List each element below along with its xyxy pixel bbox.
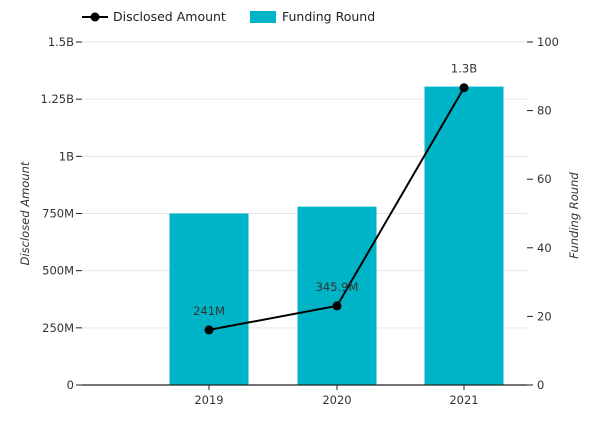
left-axis-title: Disclosed Amount xyxy=(18,161,32,265)
bar-series xyxy=(169,86,504,385)
right-tick-label: 100 xyxy=(537,35,559,49)
legend-label: Funding Round xyxy=(282,9,375,24)
line-point-2021 xyxy=(459,83,469,93)
right-tick-label: 40 xyxy=(537,241,552,255)
legend: Disclosed Amount Funding Round xyxy=(82,9,375,24)
data-label: 345.9M xyxy=(316,280,359,294)
right-tick-label: 60 xyxy=(537,172,552,186)
right-tick-label: 20 xyxy=(537,309,552,323)
bar-2021 xyxy=(424,86,504,385)
legend-swatch-icon xyxy=(250,11,276,23)
x-tick-label: 2021 xyxy=(449,393,478,407)
line-point-2020 xyxy=(332,301,342,311)
right-axis-title: Funding Round xyxy=(567,172,581,259)
x-tick-label: 2020 xyxy=(322,393,351,407)
line-series xyxy=(204,83,469,335)
data-labels: 241M 345.9M 1.3B xyxy=(193,62,477,318)
legend-label: Disclosed Amount xyxy=(113,9,226,24)
bar-2019 xyxy=(169,213,249,385)
right-tick-label: 80 xyxy=(537,104,552,118)
legend-marker-icon xyxy=(90,12,100,22)
x-tick-label: 2019 xyxy=(194,393,223,407)
legend-item-disclosed-amount: Disclosed Amount xyxy=(82,9,226,24)
left-tick-label: 1.5B xyxy=(48,35,74,49)
line-point-2019 xyxy=(204,325,214,335)
left-tick-label: 1.25B xyxy=(41,92,75,106)
left-tick-label: 1B xyxy=(59,149,74,163)
left-tick-label: 500M xyxy=(42,264,74,278)
bar-2020 xyxy=(297,206,377,385)
left-tick-label: 750M xyxy=(42,207,74,221)
left-tick-label: 0 xyxy=(67,378,74,392)
data-label: 241M xyxy=(193,304,225,318)
right-tick-label: 0 xyxy=(537,378,544,392)
data-label: 1.3B xyxy=(451,62,477,76)
axes: 0 250M 500M 750M 1B 1.25B 1.5B 0 20 40 60 80 100 2019… xyxy=(18,35,581,407)
left-tick-label: 250M xyxy=(42,321,74,335)
legend-item-funding-round: Funding Round xyxy=(250,9,375,24)
